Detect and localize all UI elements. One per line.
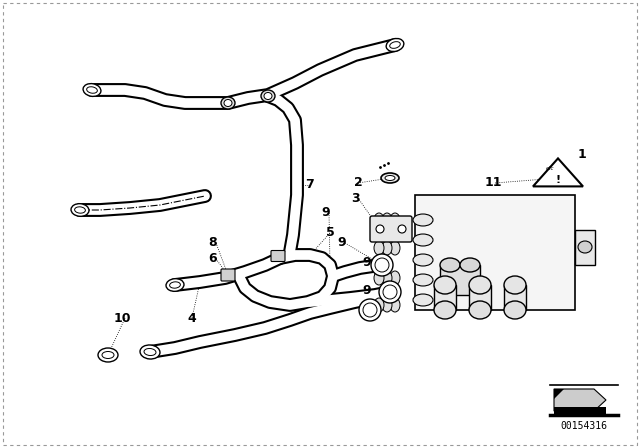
Circle shape xyxy=(376,225,384,233)
Ellipse shape xyxy=(390,271,400,285)
Text: 9: 9 xyxy=(338,237,346,250)
Ellipse shape xyxy=(469,301,491,319)
Ellipse shape xyxy=(413,294,433,306)
Bar xyxy=(440,265,480,295)
Ellipse shape xyxy=(460,258,480,272)
Circle shape xyxy=(375,258,389,272)
Ellipse shape xyxy=(166,279,184,291)
Text: etc: etc xyxy=(546,165,554,171)
Ellipse shape xyxy=(382,213,392,227)
Ellipse shape xyxy=(382,241,392,255)
Bar xyxy=(415,195,575,310)
Ellipse shape xyxy=(261,90,275,102)
Bar xyxy=(434,285,456,310)
Text: 9: 9 xyxy=(363,257,371,270)
Circle shape xyxy=(398,225,406,233)
Text: 3: 3 xyxy=(352,191,360,204)
Ellipse shape xyxy=(469,276,491,294)
Circle shape xyxy=(379,281,401,303)
Ellipse shape xyxy=(140,345,160,359)
Text: 9: 9 xyxy=(363,284,371,297)
Ellipse shape xyxy=(374,213,384,227)
Circle shape xyxy=(383,285,397,299)
Ellipse shape xyxy=(98,348,118,362)
Ellipse shape xyxy=(413,274,433,286)
Circle shape xyxy=(359,299,381,321)
Ellipse shape xyxy=(434,276,456,294)
Ellipse shape xyxy=(504,301,526,319)
Text: 1: 1 xyxy=(578,148,586,161)
Ellipse shape xyxy=(504,276,526,294)
Circle shape xyxy=(363,303,377,317)
Ellipse shape xyxy=(381,173,399,183)
FancyBboxPatch shape xyxy=(221,269,235,281)
Bar xyxy=(554,407,606,415)
Polygon shape xyxy=(554,389,606,411)
Text: 00154316: 00154316 xyxy=(561,421,607,431)
Ellipse shape xyxy=(382,271,392,285)
Bar xyxy=(504,285,526,310)
Text: 6: 6 xyxy=(209,253,218,266)
Ellipse shape xyxy=(413,234,433,246)
Text: 4: 4 xyxy=(188,311,196,324)
Ellipse shape xyxy=(386,39,404,52)
Bar xyxy=(575,230,595,265)
Ellipse shape xyxy=(221,97,235,109)
Circle shape xyxy=(371,254,393,276)
Ellipse shape xyxy=(385,176,395,181)
Ellipse shape xyxy=(578,241,592,253)
Text: !: ! xyxy=(556,175,561,185)
Text: 8: 8 xyxy=(209,237,218,250)
Ellipse shape xyxy=(434,301,456,319)
Ellipse shape xyxy=(390,241,400,255)
Text: 7: 7 xyxy=(306,178,314,191)
FancyBboxPatch shape xyxy=(271,250,285,262)
Text: 2: 2 xyxy=(354,177,362,190)
Ellipse shape xyxy=(374,241,384,255)
Text: 9: 9 xyxy=(322,207,330,220)
Ellipse shape xyxy=(382,298,392,312)
Text: 10: 10 xyxy=(113,311,131,324)
Ellipse shape xyxy=(413,254,433,266)
Ellipse shape xyxy=(440,258,460,272)
Ellipse shape xyxy=(374,271,384,285)
Ellipse shape xyxy=(71,204,89,216)
Ellipse shape xyxy=(390,213,400,227)
Ellipse shape xyxy=(390,298,400,312)
Bar xyxy=(469,285,491,310)
Text: 5: 5 xyxy=(326,227,334,240)
FancyBboxPatch shape xyxy=(370,216,412,242)
Polygon shape xyxy=(554,389,564,399)
Text: 11: 11 xyxy=(484,177,502,190)
Ellipse shape xyxy=(224,99,232,107)
Ellipse shape xyxy=(264,92,272,99)
Ellipse shape xyxy=(413,214,433,226)
Ellipse shape xyxy=(374,298,384,312)
Ellipse shape xyxy=(83,84,101,96)
Polygon shape xyxy=(533,159,583,186)
